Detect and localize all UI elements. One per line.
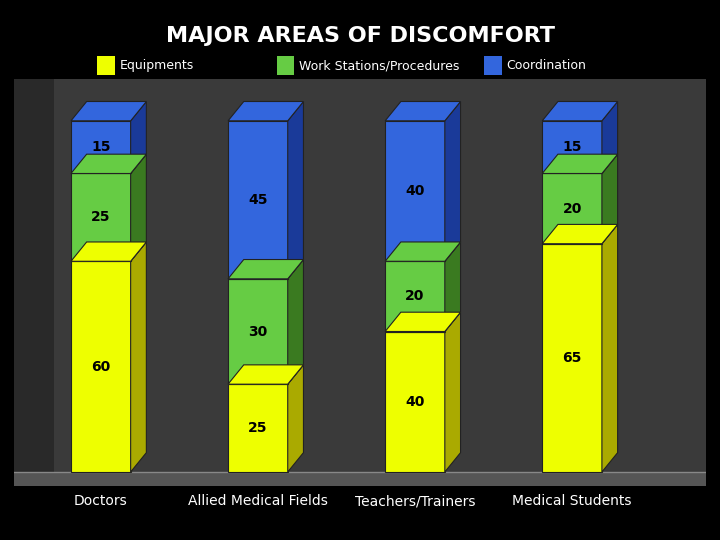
Polygon shape (385, 332, 445, 472)
Polygon shape (385, 261, 445, 332)
Polygon shape (385, 102, 461, 121)
Polygon shape (542, 154, 618, 173)
Polygon shape (71, 173, 130, 261)
Polygon shape (14, 79, 54, 472)
Text: 15: 15 (562, 140, 582, 154)
Polygon shape (385, 121, 445, 261)
Polygon shape (71, 154, 146, 173)
Text: 60: 60 (91, 360, 110, 374)
Polygon shape (445, 312, 461, 472)
Text: 40: 40 (405, 184, 425, 198)
Polygon shape (228, 279, 288, 384)
Polygon shape (542, 173, 602, 244)
Polygon shape (228, 121, 288, 279)
Text: Equipments: Equipments (120, 59, 194, 72)
Polygon shape (71, 102, 146, 121)
Polygon shape (288, 102, 303, 279)
Text: 25: 25 (91, 211, 111, 225)
Polygon shape (71, 242, 146, 261)
Polygon shape (228, 260, 303, 279)
Polygon shape (602, 154, 618, 244)
FancyBboxPatch shape (277, 56, 294, 75)
FancyBboxPatch shape (485, 56, 502, 75)
Polygon shape (71, 121, 130, 173)
Polygon shape (602, 225, 618, 472)
Text: MAJOR AREAS OF DISCOMFORT: MAJOR AREAS OF DISCOMFORT (166, 26, 554, 46)
Polygon shape (288, 260, 303, 384)
Text: 20: 20 (562, 201, 582, 215)
Text: 65: 65 (562, 351, 582, 365)
Text: 25: 25 (248, 421, 268, 435)
Polygon shape (228, 365, 303, 384)
Polygon shape (445, 242, 461, 332)
FancyBboxPatch shape (97, 56, 114, 75)
Polygon shape (130, 154, 146, 261)
Polygon shape (445, 102, 461, 261)
Text: 40: 40 (405, 395, 425, 409)
Polygon shape (542, 244, 602, 472)
Polygon shape (385, 242, 461, 261)
Polygon shape (542, 121, 602, 173)
Text: Work Stations/Procedures: Work Stations/Procedures (300, 59, 459, 72)
Text: 15: 15 (91, 140, 111, 154)
Text: 30: 30 (248, 325, 268, 339)
Polygon shape (71, 261, 130, 472)
Polygon shape (228, 384, 288, 472)
Polygon shape (542, 225, 618, 244)
Text: Coordination: Coordination (507, 59, 586, 72)
Text: 45: 45 (248, 193, 268, 207)
Text: 20: 20 (405, 289, 425, 303)
Polygon shape (14, 472, 706, 486)
Polygon shape (130, 242, 146, 472)
Polygon shape (130, 102, 146, 173)
Polygon shape (288, 365, 303, 472)
Polygon shape (385, 312, 461, 332)
Polygon shape (602, 102, 618, 173)
Polygon shape (542, 102, 618, 121)
Polygon shape (228, 102, 303, 121)
